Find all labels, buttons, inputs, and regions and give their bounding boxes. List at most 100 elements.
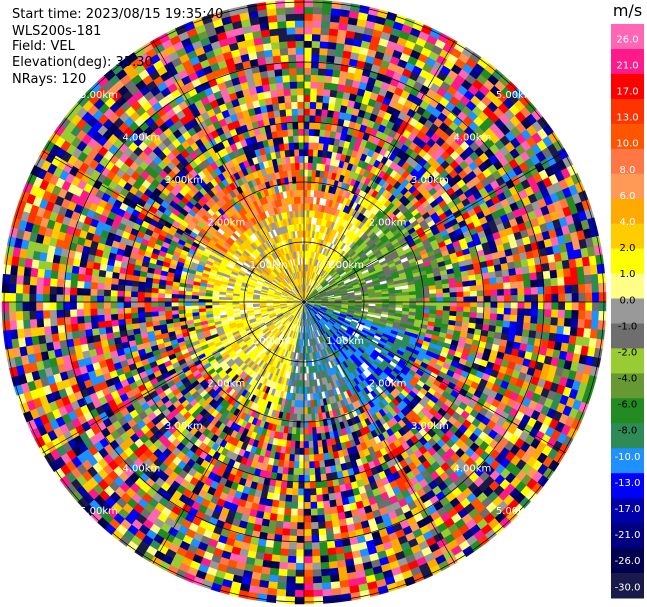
- ppi-cell: [429, 301, 438, 307]
- ppi-cell: [279, 548, 289, 557]
- ppi-cell: [590, 273, 599, 285]
- ppi-cell: [311, 427, 317, 435]
- ppi-cell: [508, 268, 517, 277]
- ppi-cell: [557, 317, 566, 327]
- ppi-cell: [591, 310, 600, 321]
- ppi-cell: [319, 466, 327, 475]
- ppi-cell: [310, 87, 318, 96]
- ppi-cell: [463, 291, 471, 298]
- ppi-cell: [490, 295, 498, 303]
- ppi-cell: [589, 264, 599, 276]
- ppi-cell: [523, 315, 532, 324]
- ppi-cell: [502, 275, 511, 284]
- ppi-cell: [313, 142, 320, 151]
- ppi-cell: [297, 481, 305, 490]
- ppi-cell: [287, 548, 297, 557]
- ppi-cell: [550, 285, 559, 295]
- ppi-cell: [303, 141, 310, 150]
- ppi-cell: [429, 297, 438, 303]
- ppi-cell: [550, 317, 559, 327]
- ppi-cell: [578, 283, 586, 294]
- ppi-cell: [272, 540, 282, 550]
- ppi-cell: [321, 7, 333, 16]
- ppi-cell: [544, 309, 553, 318]
- ppi-cell: [277, 575, 288, 584]
- ppi-cell: [571, 310, 580, 320]
- ppi-cell: [318, 453, 325, 462]
- ppi-cell: [303, 373, 307, 381]
- ppi-cell: [295, 427, 301, 435]
- ppi-cell: [290, 501, 299, 510]
- ppi-cell: [300, 407, 305, 415]
- ppi-cell: [314, 474, 322, 483]
- ppi-cell: [556, 325, 565, 336]
- ppi-cell: [308, 467, 316, 476]
- ppi-cell: [530, 279, 539, 289]
- ppi-cell: [598, 301, 607, 312]
- ppi-cell: [315, 101, 324, 110]
- ppi-cell: [291, 488, 299, 496]
- ppi-cell: [495, 276, 504, 285]
- ppi-cell: [429, 293, 437, 299]
- ppi-cell: [297, 474, 305, 483]
- ppi-cell: [303, 596, 314, 605]
- ppi-cell: [294, 440, 300, 449]
- ppi-cell: [320, 34, 330, 43]
- ppi-cell: [402, 301, 410, 306]
- ppi-cell: [275, 513, 285, 523]
- ppi-cell: [530, 286, 539, 296]
- ppi-cell: [597, 320, 606, 331]
- ppi-cell: [315, 494, 324, 503]
- ppi-cell: [558, 301, 566, 311]
- ppi-cell: [323, 81, 333, 91]
- ppi-cell: [295, 542, 305, 551]
- ppi-cell: [310, 67, 320, 76]
- ppi-cell: [309, 108, 317, 116]
- ppi-cell: [591, 292, 600, 303]
- ppi-cell: [310, 74, 319, 83]
- ppi-cell: [303, 508, 312, 517]
- ppi-cell: [577, 275, 586, 286]
- ppi-cell: [593, 245, 603, 257]
- ppi-cell: [503, 301, 512, 309]
- ppi-cell: [317, 81, 326, 90]
- ppi-cell: [322, 595, 333, 604]
- ppi-cell: [303, 101, 311, 109]
- ppi-cell: [291, 481, 299, 490]
- ppi-cell: [563, 318, 572, 328]
- ppi-cell: [326, 479, 334, 488]
- ppi-cell: [557, 277, 566, 287]
- ppi-cell: [308, 454, 315, 463]
- ppi-cell: [468, 279, 477, 287]
- ppi-cell: [549, 324, 558, 335]
- ppi-cell: [329, 574, 340, 583]
- ppi-cell: [303, 53, 313, 62]
- ppi-cell: [596, 329, 606, 341]
- ppi-cell: [578, 292, 587, 303]
- ppi-cell: [320, 568, 331, 577]
- ppi-cell: [571, 284, 580, 294]
- ppi-cell: [584, 283, 593, 294]
- ppi-cell: [312, 26, 322, 35]
- ppi-cell: [309, 494, 317, 503]
- ppi-cell: [576, 266, 585, 277]
- ppi-cell: [564, 301, 573, 311]
- ppi-cell: [270, 554, 281, 563]
- ppi-cell: [456, 306, 465, 313]
- ppi-cell: [295, 562, 305, 571]
- ppi-cell: [557, 309, 566, 319]
- ppi-cell: [303, 447, 310, 456]
- ppi-cell: [490, 289, 498, 297]
- ppi-cell: [310, 528, 320, 537]
- ppi-cell: [307, 427, 313, 435]
- ppi-cell: [496, 313, 505, 322]
- ppi-cell: [265, 594, 277, 604]
- ppi-cell: [317, 67, 327, 76]
- ppi-cell: [330, 581, 341, 590]
- ppi-cell: [557, 285, 566, 295]
- ppi-cell: [311, 562, 322, 571]
- ppi-cell: [503, 314, 512, 322]
- ppi-cell: [308, 461, 315, 469]
- ppi-cell: [303, 121, 311, 130]
- ppi-cell: [316, 507, 325, 516]
